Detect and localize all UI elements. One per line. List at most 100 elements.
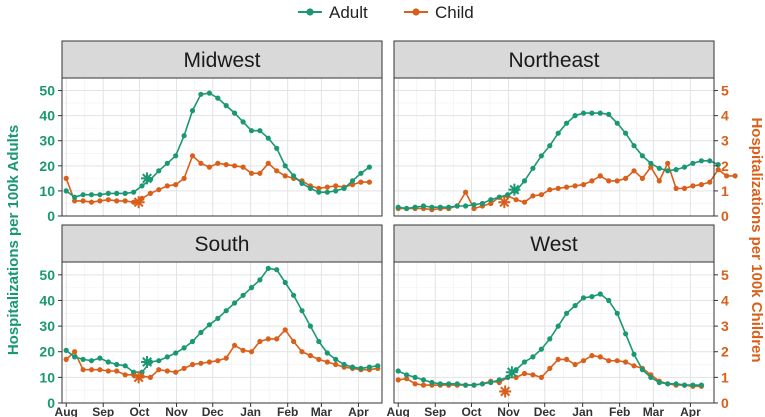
child-point-south bbox=[282, 327, 288, 333]
adult-point-northeast bbox=[606, 111, 612, 117]
child-point-south bbox=[324, 359, 330, 365]
child-point-midwest bbox=[189, 153, 196, 159]
adult-point-south bbox=[366, 364, 372, 370]
adult-point-south bbox=[349, 364, 356, 370]
adult-point-west bbox=[673, 381, 679, 387]
x-tick-label: Dec bbox=[202, 405, 224, 417]
adult-series-midwest bbox=[63, 90, 372, 200]
child-point-midwest bbox=[72, 198, 78, 204]
child-point-south bbox=[88, 367, 95, 373]
child-point-south bbox=[274, 336, 280, 342]
child-point-northeast bbox=[681, 185, 688, 191]
child-point-northeast bbox=[463, 189, 469, 195]
adult-point-midwest bbox=[358, 170, 364, 176]
adult-point-northeast bbox=[454, 203, 460, 209]
adult-onset-marker-northeast bbox=[508, 183, 521, 196]
adult-point-midwest bbox=[248, 128, 255, 134]
child-point-west bbox=[412, 381, 418, 387]
adult-point-south bbox=[316, 338, 322, 345]
child-point-west bbox=[572, 361, 578, 368]
child-point-northeast bbox=[732, 173, 738, 179]
adult-point-northeast bbox=[580, 110, 587, 116]
adult-point-midwest bbox=[63, 188, 69, 194]
left-tick-label: 20 bbox=[39, 344, 55, 360]
y-axis-title-left: Hospitalizations per 100k Adults bbox=[5, 125, 22, 355]
panel-border-northeast bbox=[393, 77, 715, 217]
legend-child-label: Child bbox=[435, 3, 474, 22]
child-point-south bbox=[105, 368, 111, 374]
adult-point-northeast bbox=[631, 143, 637, 149]
adult-point-south bbox=[265, 265, 271, 271]
adult-point-south bbox=[80, 356, 86, 362]
adult-point-midwest bbox=[257, 128, 263, 134]
child-point-midwest bbox=[156, 187, 162, 193]
panel-title-west: West bbox=[530, 233, 578, 256]
child-point-midwest bbox=[164, 183, 170, 189]
adult-point-south bbox=[173, 350, 179, 356]
adult-point-west bbox=[429, 379, 435, 386]
legend-item-adult: Adult bbox=[298, 3, 368, 22]
adult-point-northeast bbox=[530, 165, 536, 171]
adult-point-midwest bbox=[105, 190, 111, 196]
adult-point-northeast bbox=[623, 130, 629, 136]
child-point-midwest bbox=[349, 182, 356, 188]
adult-onset-marker-south bbox=[141, 355, 154, 368]
child-point-midwest bbox=[206, 164, 212, 170]
child-point-northeast bbox=[606, 178, 612, 184]
x-tick-label: Feb bbox=[609, 405, 630, 417]
adult-point-northeast bbox=[673, 167, 679, 173]
child-onset-marker-west bbox=[499, 385, 512, 398]
adult-point-midwest bbox=[206, 90, 212, 96]
adult-point-northeast bbox=[412, 204, 418, 210]
adult-point-south bbox=[375, 363, 381, 369]
adult-point-midwest bbox=[198, 91, 204, 97]
right-tick-label: 1 bbox=[721, 369, 729, 385]
adult-point-midwest bbox=[173, 153, 179, 159]
adult-point-south bbox=[105, 359, 111, 365]
child-point-northeast bbox=[648, 164, 654, 170]
adult-point-northeast bbox=[538, 153, 545, 159]
adult-point-northeast bbox=[404, 205, 410, 212]
x-tick-label: Nov bbox=[497, 405, 520, 417]
adult-point-northeast bbox=[555, 130, 561, 136]
adult-point-midwest bbox=[189, 108, 196, 114]
adult-point-midwest bbox=[131, 189, 137, 195]
child-point-midwest bbox=[97, 198, 103, 204]
right-tick-label: 2 bbox=[721, 344, 729, 360]
child-point-south bbox=[181, 365, 187, 371]
child-point-northeast bbox=[564, 184, 570, 190]
child-point-midwest bbox=[198, 160, 204, 166]
left-tick-label: 0 bbox=[47, 395, 55, 411]
grid-south bbox=[62, 262, 382, 404]
child-point-midwest bbox=[80, 198, 86, 204]
child-point-west bbox=[597, 354, 603, 360]
child-point-west bbox=[521, 370, 528, 377]
child-point-midwest bbox=[240, 164, 246, 170]
legend-adult-label: Adult bbox=[329, 3, 368, 22]
adult-point-west bbox=[564, 310, 570, 316]
child-point-south bbox=[223, 355, 229, 361]
adult-point-west bbox=[623, 331, 629, 337]
x-tick-label: Aug bbox=[387, 405, 410, 417]
adult-point-west bbox=[656, 379, 662, 386]
child-point-midwest bbox=[358, 179, 364, 185]
adult-point-midwest bbox=[307, 185, 313, 191]
adult-point-south bbox=[240, 292, 246, 298]
child-point-south bbox=[189, 361, 196, 368]
x-tick-label: Dec bbox=[534, 405, 556, 417]
adult-point-south bbox=[232, 300, 238, 306]
adult-point-northeast bbox=[471, 202, 477, 208]
adult-point-west bbox=[631, 351, 637, 357]
child-point-west bbox=[580, 358, 587, 364]
adult-point-midwest bbox=[240, 119, 246, 125]
adult-point-midwest bbox=[114, 190, 120, 196]
child-point-south bbox=[265, 336, 271, 342]
child-point-south bbox=[164, 368, 170, 374]
adult-point-south bbox=[189, 338, 196, 345]
child-point-south bbox=[147, 374, 153, 380]
adult-point-west bbox=[420, 377, 427, 383]
child-point-south bbox=[316, 356, 322, 362]
child-point-northeast bbox=[698, 182, 705, 188]
child-point-northeast bbox=[471, 205, 477, 212]
